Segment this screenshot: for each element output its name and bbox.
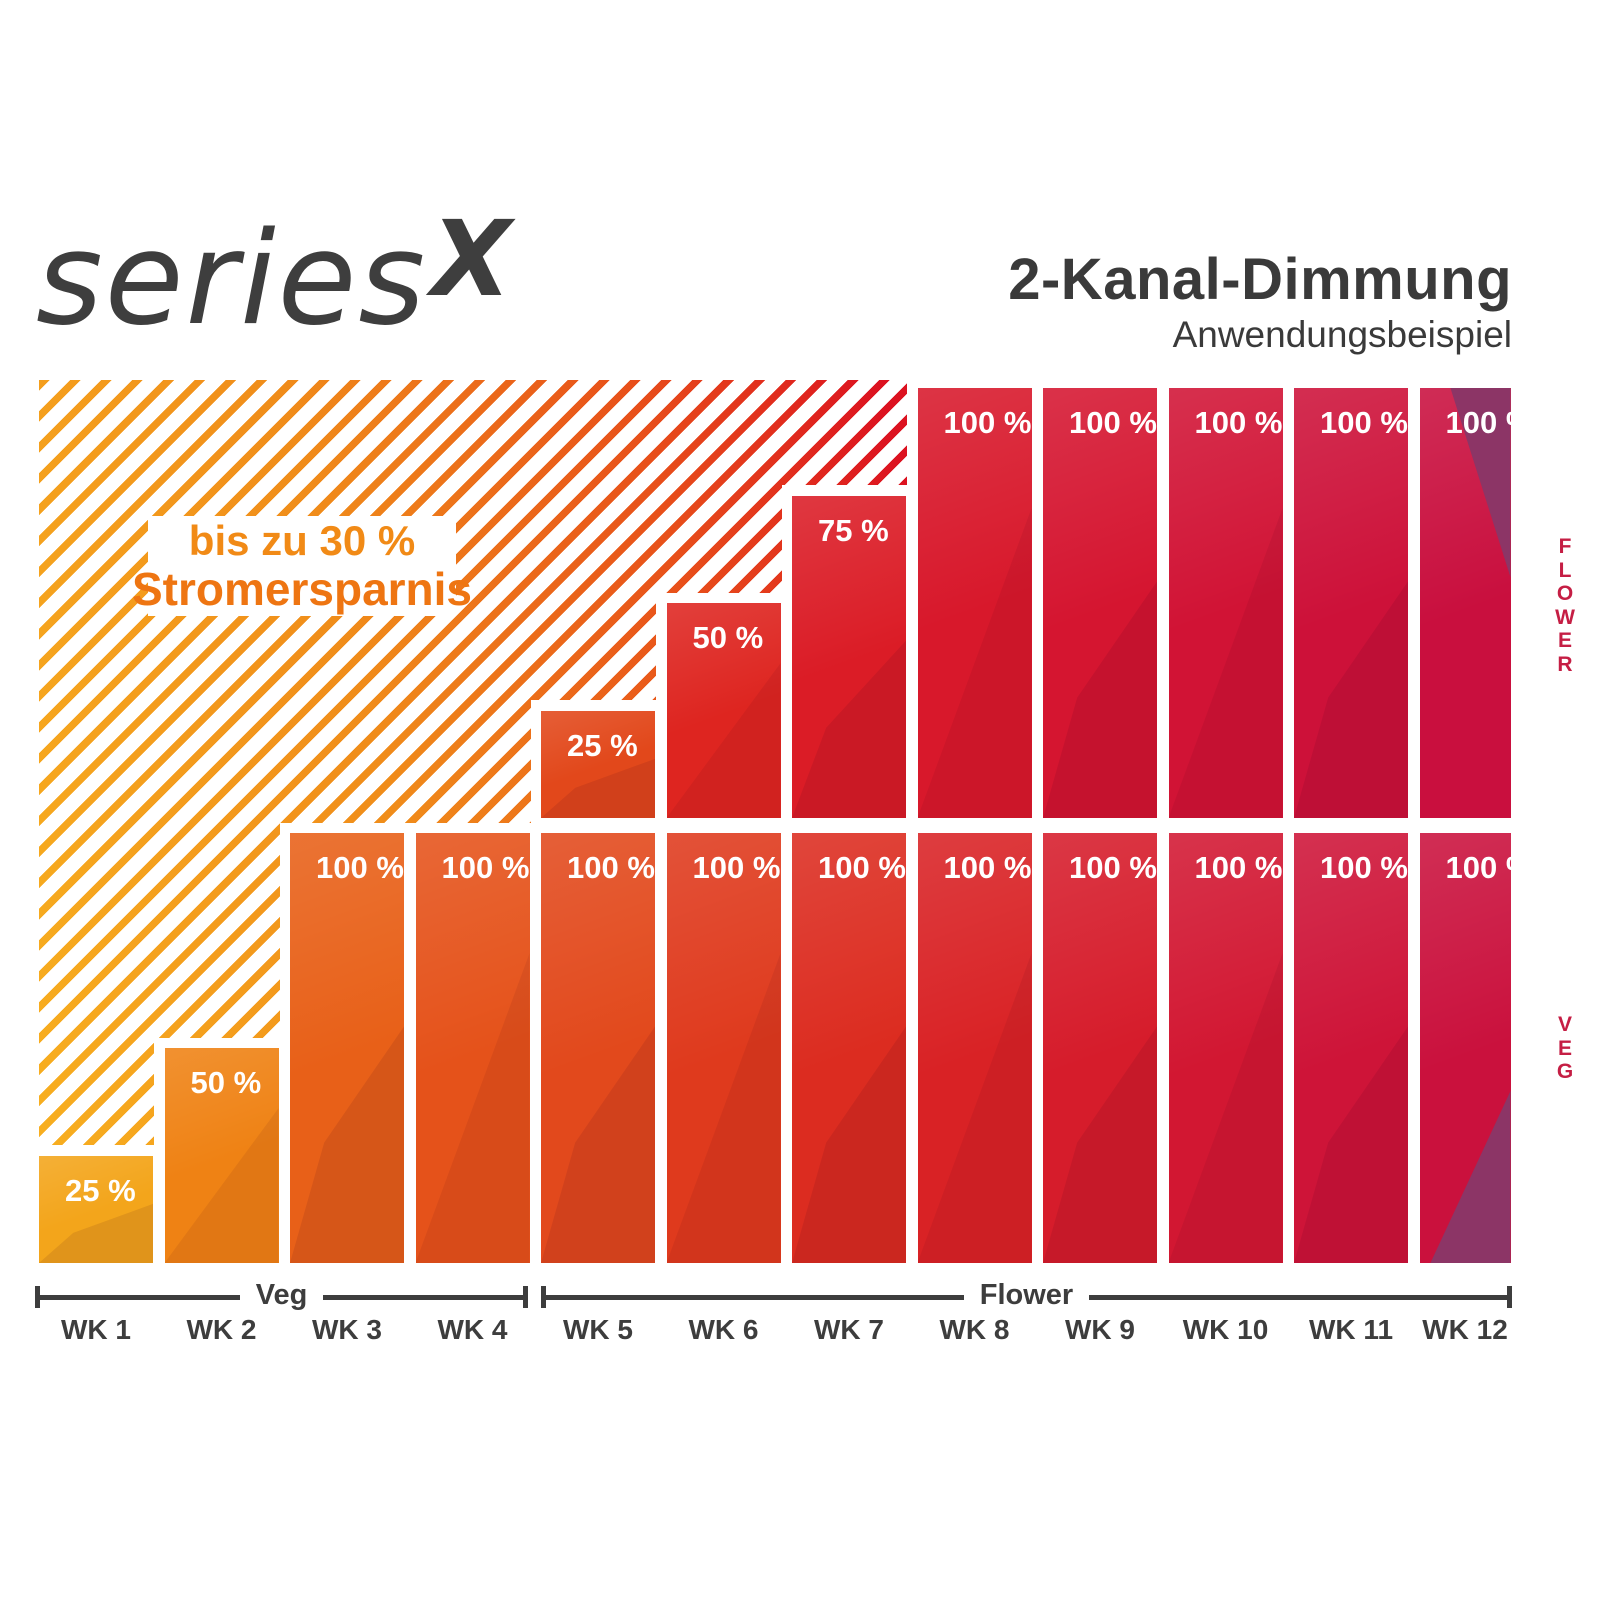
bar-value-label: 100 % [818, 850, 906, 885]
bar-veg-wk3: 100 % [290, 833, 404, 1263]
bar-flower-wk10: 100 % [1168, 388, 1283, 818]
savings-note-line2: Stromersparnis [132, 562, 473, 615]
bar-flower-wk8: 100 % [917, 388, 1032, 818]
bar-veg-wk2: 50 % [164, 1048, 279, 1263]
bracket-line [1089, 1294, 1507, 1300]
axis-label-wk12: WK 12 [1422, 1314, 1508, 1345]
bar-value-label: 25 % [567, 727, 638, 763]
bar-veg-wk10: 100 % [1168, 833, 1283, 1263]
logo: seriesX [36, 198, 511, 348]
axis-label-wk2: WK 2 [186, 1314, 257, 1345]
bar-veg-wk7: 100 % [792, 833, 906, 1263]
header: 2-Kanal-Dimmung Anwendungsbeispiel [1008, 247, 1512, 356]
bracket-tick-right [523, 1286, 528, 1308]
axis-label-wk9: WK 9 [1065, 1314, 1135, 1345]
bar-value-label: 25 % [65, 1172, 136, 1208]
bar-veg-wk11: 100 % [1294, 833, 1408, 1263]
savings-note-box: bis zu 30 % Stromersparnis [132, 516, 472, 616]
bar-value-label: 100 % [1194, 850, 1283, 885]
axis-label-wk6: WK 6 [688, 1314, 759, 1345]
bar-value-label: 100 % [1069, 850, 1157, 885]
axis-label-wk3: WK 3 [312, 1314, 382, 1345]
bracket-tick-left [35, 1286, 40, 1308]
bar-value-label: 100 % [441, 850, 530, 885]
channel-label-veg: V E G [1556, 1013, 1574, 1083]
bar-value-label: 100 % [1320, 850, 1408, 885]
axis-label-wk7: WK 7 [814, 1314, 884, 1345]
bar-value-label: 50 % [190, 1065, 262, 1100]
axis-label-wk8: WK 8 [939, 1314, 1010, 1345]
bar-veg-wk12: 100 % [1419, 833, 1511, 1263]
bracket-tick-right [1507, 1286, 1512, 1308]
bar-flower-wk12: 100 % [1419, 388, 1511, 818]
bar-value-label: 100 % [692, 850, 781, 885]
channel-label-flower: F L O W E R [1555, 535, 1575, 676]
axis-week-labels: WK 1 WK 2 WK 3 WK 4 WK 5 WK 6 WK 7 WK 8 WK 9 WK 1… [39, 1314, 1511, 1354]
axis-label-wk1: WK 1 [61, 1314, 131, 1345]
bar-value-label: 50 % [692, 620, 764, 655]
bar-value-label: 100 % [943, 405, 1032, 440]
bar-veg-wk6: 100 % [666, 833, 781, 1263]
bracket-line [40, 1294, 240, 1300]
bar-value-label: 100 % [316, 850, 404, 885]
chart-area: bis zu 30 % Stromersparnis 25 % 50 % 75 % 1… [39, 380, 1511, 1263]
axis-bracket-flower: Flower [541, 1279, 1512, 1311]
bar-value-label: 100 % [1445, 405, 1511, 440]
bracket-tick-left [541, 1286, 546, 1308]
bar-flower-wk11: 100 % [1294, 388, 1408, 818]
savings-note-line1: bis zu 30 % [188, 516, 416, 564]
axis-label-wk10: WK 10 [1182, 1314, 1269, 1345]
bar-value-label: 75 % [818, 512, 889, 548]
bracket-line [546, 1294, 964, 1300]
bar-flower-wk5: 25 % [541, 710, 655, 818]
bar-value-label: 100 % [943, 850, 1032, 885]
bar-value-label: 100 % [567, 850, 655, 885]
logo-series-text: series [36, 205, 428, 354]
axis-label-wk11: WK 11 [1308, 1314, 1394, 1345]
axis-bracket-veg: Veg [35, 1279, 528, 1311]
bar-value-label: 100 % [1069, 405, 1157, 440]
axis-label-wk5: WK 5 [563, 1314, 633, 1345]
bar-veg-wk5: 100 % [541, 833, 655, 1263]
bar-veg-wk9: 100 % [1043, 833, 1157, 1263]
axis-label-wk4: WK 4 [437, 1314, 508, 1345]
bar-veg-wk4: 100 % [415, 833, 530, 1263]
logo-x-text: X [431, 198, 512, 320]
bar-flower-wk7: 75 % [792, 495, 906, 818]
phase-label-veg: Veg [255, 1278, 308, 1311]
bar-flower-wk6: 50 % [666, 603, 781, 818]
bar-veg-wk8: 100 % [917, 833, 1032, 1263]
phase-label-flower: Flower [979, 1278, 1074, 1311]
bar-value-label: 100 % [1445, 850, 1511, 885]
bracket-line [323, 1294, 523, 1300]
bar-value-label: 100 % [1194, 405, 1283, 440]
page-title: 2-Kanal-Dimmung [1008, 247, 1512, 312]
bar-veg-wk1: 25 % [39, 1155, 153, 1263]
page-subtitle: Anwendungsbeispiel [1172, 313, 1512, 355]
bar-flower-wk9: 100 % [1043, 388, 1157, 818]
bar-value-label: 100 % [1320, 405, 1408, 440]
